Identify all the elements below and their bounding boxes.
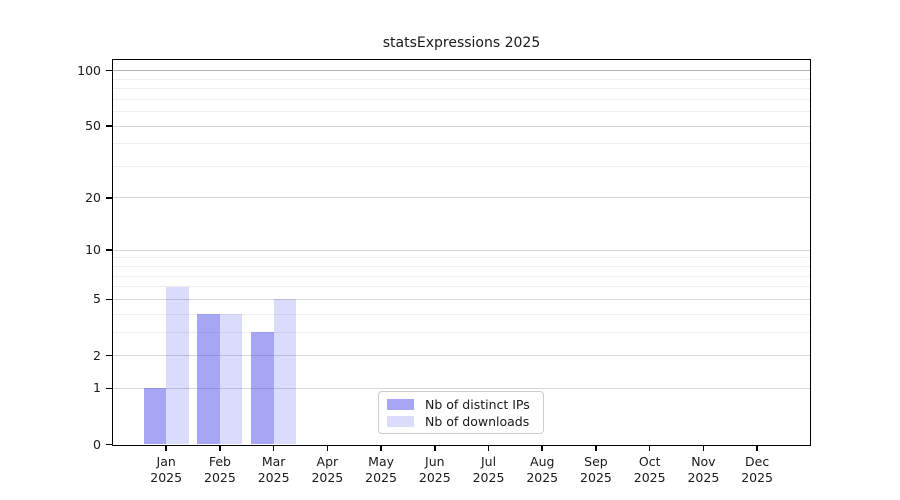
major-gridline xyxy=(113,125,810,127)
x-tick-label: Jun 2025 xyxy=(418,453,451,485)
y-axis-tick xyxy=(106,387,112,390)
x-tick-label: Mar 2025 xyxy=(257,453,290,485)
y-tick-label: 10 xyxy=(85,242,101,258)
legend-row-downloads: Nb of downloads xyxy=(387,413,535,429)
minor-gridline xyxy=(113,78,810,80)
major-gridline xyxy=(113,387,810,389)
bar-distinct-ips xyxy=(197,314,220,445)
y-tick-label: 50 xyxy=(85,118,101,134)
bar-downloads xyxy=(219,314,243,445)
x-tick-label: Apr 2025 xyxy=(311,453,344,485)
x-axis-tick xyxy=(272,445,275,451)
y-axis-tick xyxy=(106,69,112,72)
minor-gridline xyxy=(113,331,810,333)
minor-gridline xyxy=(113,266,810,268)
legend-row-distinct-ips: Nb of distinct IPs xyxy=(387,396,535,412)
x-axis-tick xyxy=(380,445,382,451)
minor-gridline xyxy=(113,111,810,113)
y-axis-tick xyxy=(106,197,112,199)
major-gridline xyxy=(113,70,810,72)
legend-label-downloads: Nb of downloads xyxy=(425,413,530,429)
major-gridline xyxy=(113,249,810,251)
y-tick-label: 5 xyxy=(93,291,101,307)
minor-gridline xyxy=(113,88,810,90)
x-axis-tick xyxy=(756,445,758,451)
minor-gridline xyxy=(113,257,810,259)
x-axis-tick xyxy=(648,445,651,451)
y-axis-tick xyxy=(106,443,112,446)
major-gridline xyxy=(113,298,810,300)
x-tick-label: May 2025 xyxy=(365,453,397,485)
y-tick-label: 0 xyxy=(93,436,101,452)
y-tick-label: 100 xyxy=(77,62,101,78)
x-tick-label: Aug 2025 xyxy=(526,453,559,485)
x-tick-label: Feb 2025 xyxy=(204,453,236,485)
x-axis-tick xyxy=(541,445,544,451)
x-tick-label: Dec 2025 xyxy=(741,453,774,485)
y-axis-tick xyxy=(106,354,112,357)
x-axis-tick xyxy=(326,445,329,451)
minor-gridline xyxy=(113,313,810,315)
bar-downloads xyxy=(166,286,189,445)
y-tick-label: 1 xyxy=(93,380,101,396)
x-axis-tick xyxy=(702,445,705,451)
bar-downloads xyxy=(273,299,297,445)
y-axis-tick xyxy=(106,249,112,252)
y-tick-label: 20 xyxy=(85,189,101,205)
minor-gridline xyxy=(113,165,810,167)
x-axis-tick xyxy=(219,445,221,451)
minor-gridline xyxy=(113,143,810,145)
x-tick-label: Nov 2025 xyxy=(687,453,720,485)
x-tick-label: Sep 2025 xyxy=(580,453,612,485)
legend-label-distinct-ips: Nb of distinct IPs xyxy=(425,396,530,412)
chart-title: statsExpressions 2025 xyxy=(382,35,541,51)
major-gridline xyxy=(113,355,810,356)
bar-distinct-ips xyxy=(143,388,167,445)
bar-distinct-ips xyxy=(251,332,274,445)
y-tick-label: 2 xyxy=(93,347,101,363)
y-axis-tick xyxy=(106,298,112,301)
major-gridline xyxy=(113,197,810,199)
legend-swatch-distinct-ips xyxy=(387,398,414,410)
x-tick-label: Jul 2025 xyxy=(472,453,505,485)
minor-gridline xyxy=(113,286,810,288)
legend: Nb of distinct IPs Nb of downloads xyxy=(378,391,544,434)
x-axis-tick xyxy=(434,445,436,451)
x-axis-tick xyxy=(165,445,167,451)
axes-spines xyxy=(112,59,811,446)
x-axis-tick xyxy=(595,445,597,451)
y-axis-tick xyxy=(106,125,112,127)
x-tick-label: Jan 2025 xyxy=(150,453,183,485)
minor-gridline xyxy=(113,275,810,277)
x-tick-label: Oct 2025 xyxy=(633,453,666,485)
legend-swatch-downloads xyxy=(387,415,414,427)
x-axis-tick xyxy=(487,445,490,451)
minor-gridline xyxy=(113,98,810,100)
